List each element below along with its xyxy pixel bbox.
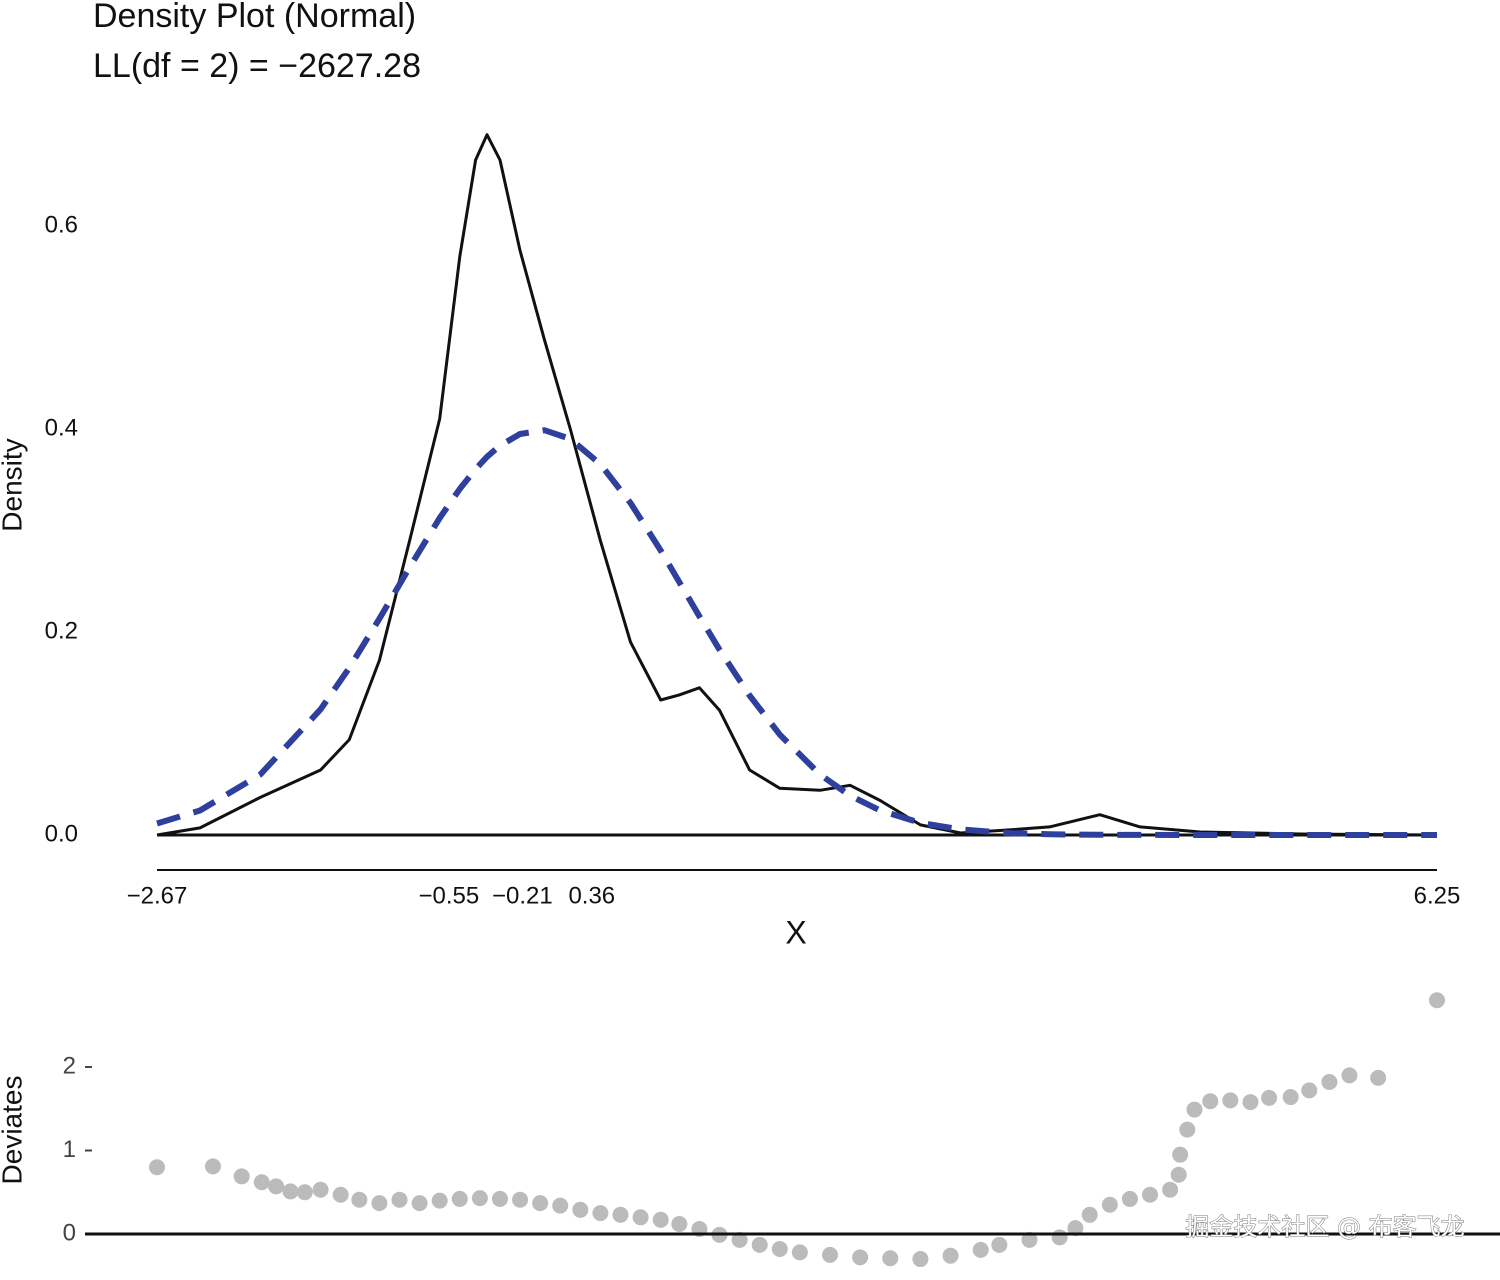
point — [852, 1249, 869, 1266]
x-axis-label: X — [785, 914, 806, 950]
point — [822, 1246, 839, 1263]
point — [1121, 1190, 1138, 1207]
point — [1321, 1074, 1338, 1091]
y-tick-label: 2 — [63, 1052, 76, 1079]
point — [612, 1206, 629, 1223]
point — [942, 1247, 959, 1264]
point — [912, 1251, 929, 1268]
point — [268, 1178, 285, 1195]
y-axis-label: Density — [0, 438, 27, 531]
x-tick-label: −0.55 — [418, 882, 479, 909]
point — [1341, 1067, 1358, 1084]
chart-subtitle: LL(df = 2) = −2627.28 — [93, 47, 421, 85]
point — [1051, 1229, 1068, 1246]
point — [731, 1231, 748, 1248]
point — [1172, 1146, 1189, 1163]
watermark: 掘金技术社区 @ 布客飞龙 — [1185, 1213, 1464, 1241]
point — [411, 1195, 428, 1212]
chart-title: Density Plot (Normal) — [93, 0, 416, 35]
point — [1186, 1101, 1203, 1118]
y-tick-label: 0.4 — [45, 414, 78, 441]
point — [1179, 1121, 1196, 1138]
point — [204, 1158, 221, 1175]
point — [296, 1184, 313, 1201]
point — [1429, 992, 1445, 1009]
point — [332, 1186, 349, 1203]
point — [552, 1197, 569, 1214]
point — [282, 1183, 299, 1200]
point — [1101, 1196, 1118, 1213]
point — [652, 1211, 669, 1228]
point — [233, 1168, 250, 1185]
point — [1142, 1186, 1159, 1203]
point — [471, 1190, 488, 1207]
point — [491, 1190, 508, 1207]
point — [1222, 1092, 1239, 1109]
point — [1282, 1089, 1299, 1106]
point — [1242, 1094, 1259, 1111]
point — [882, 1250, 899, 1267]
point — [431, 1192, 448, 1209]
x-tick-label: 0.36 — [568, 882, 615, 909]
x-tick-label: −0.21 — [492, 882, 553, 909]
point — [149, 1159, 165, 1176]
point — [312, 1181, 329, 1198]
normal-curve — [156, 427, 1437, 838]
y-tick-label: 0.0 — [45, 820, 78, 847]
y-axis-label: Deviates — [0, 1076, 27, 1185]
x-tick-label: −2.67 — [127, 882, 188, 909]
point — [1021, 1231, 1038, 1248]
x-tick-label: 6.25 — [1414, 882, 1461, 909]
point — [1067, 1220, 1084, 1237]
point — [592, 1205, 609, 1222]
y-tick-label: 0.2 — [45, 617, 78, 644]
y-tick-label: 1 — [63, 1136, 76, 1163]
y-tick-label: 0 — [63, 1219, 76, 1246]
point — [972, 1241, 989, 1258]
point — [253, 1174, 270, 1191]
point — [572, 1201, 589, 1218]
point — [632, 1209, 649, 1226]
point — [1081, 1206, 1098, 1223]
point — [512, 1191, 529, 1208]
point — [751, 1236, 768, 1253]
point — [1261, 1089, 1278, 1106]
point — [1162, 1181, 1179, 1198]
point — [771, 1241, 788, 1258]
density-curve — [156, 133, 1438, 837]
point — [991, 1236, 1008, 1253]
point — [371, 1195, 388, 1212]
point — [791, 1244, 808, 1261]
point — [1170, 1166, 1187, 1183]
point — [532, 1195, 549, 1212]
y-tick-label: 0.6 — [45, 211, 78, 238]
point — [1202, 1093, 1219, 1110]
point — [451, 1190, 468, 1207]
point — [391, 1191, 408, 1208]
point — [671, 1215, 688, 1232]
point — [1370, 1069, 1387, 1086]
point — [351, 1191, 368, 1208]
point — [1301, 1082, 1318, 1099]
